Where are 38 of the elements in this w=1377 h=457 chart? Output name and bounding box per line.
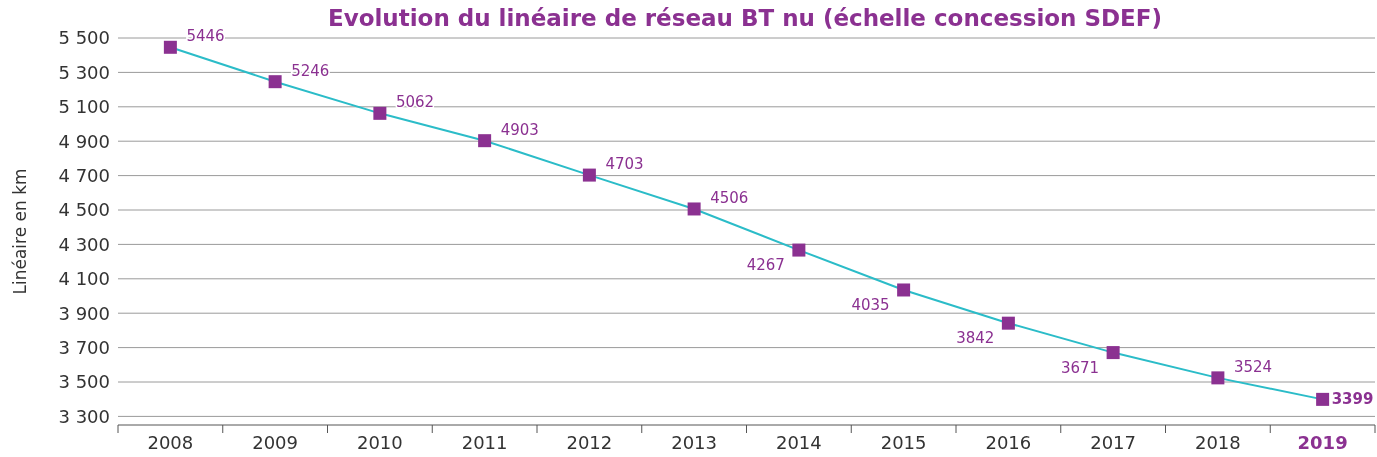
y-tick-label: 4 900 bbox=[58, 130, 110, 152]
y-tick-label: 3 300 bbox=[58, 405, 110, 427]
x-tick-label: 2016 bbox=[985, 432, 1032, 453]
x-tick-label: 2012 bbox=[566, 432, 613, 453]
data-label: 3842 bbox=[956, 329, 995, 348]
y-tick-label: 3 700 bbox=[58, 336, 110, 358]
data-label: 4035 bbox=[851, 295, 890, 314]
data-label: 3524 bbox=[1233, 357, 1273, 376]
y-tick-label: 4 500 bbox=[58, 199, 110, 221]
x-tick-label: 2018 bbox=[1194, 432, 1241, 453]
y-axis-title: Linéaire en km bbox=[10, 168, 30, 295]
x-tick-label: 2008 bbox=[147, 432, 194, 453]
data-label: 3399 bbox=[1331, 390, 1374, 409]
data-label: 5446 bbox=[186, 27, 225, 46]
x-tick-label: 2011 bbox=[461, 432, 508, 453]
x-tick-label: 2009 bbox=[252, 432, 299, 453]
x-tick-label: 2017 bbox=[1090, 432, 1137, 453]
x-tick-label: 2019 bbox=[1297, 432, 1348, 453]
data-label: 5062 bbox=[395, 93, 435, 112]
y-tick-label: 3 500 bbox=[58, 371, 110, 393]
y-tick-label: 3 900 bbox=[58, 302, 110, 324]
y-tick-label: 5 500 bbox=[58, 27, 110, 49]
data-label: 3671 bbox=[1060, 358, 1100, 377]
chart-title: Evolution du linéaire de réseau BT nu (échelle concession SDEF) bbox=[327, 5, 1163, 31]
x-tick-label: 2015 bbox=[880, 432, 927, 453]
data-label: 4506 bbox=[710, 188, 749, 207]
x-tick-label: 2014 bbox=[775, 432, 822, 453]
data-label: 4703 bbox=[605, 155, 644, 174]
y-tick-label: 4 300 bbox=[58, 233, 110, 255]
data-label: 4903 bbox=[500, 120, 539, 139]
y-tick-label: 4 700 bbox=[58, 164, 110, 186]
data-label: 4267 bbox=[746, 256, 785, 275]
y-tick-label: 4 100 bbox=[58, 268, 110, 290]
data-label: 5246 bbox=[291, 61, 330, 80]
y-tick-label: 5 300 bbox=[58, 61, 110, 83]
x-tick-label: 2010 bbox=[356, 432, 403, 453]
x-tick-label: 2013 bbox=[671, 432, 718, 453]
y-tick-label: 5 100 bbox=[58, 96, 110, 118]
